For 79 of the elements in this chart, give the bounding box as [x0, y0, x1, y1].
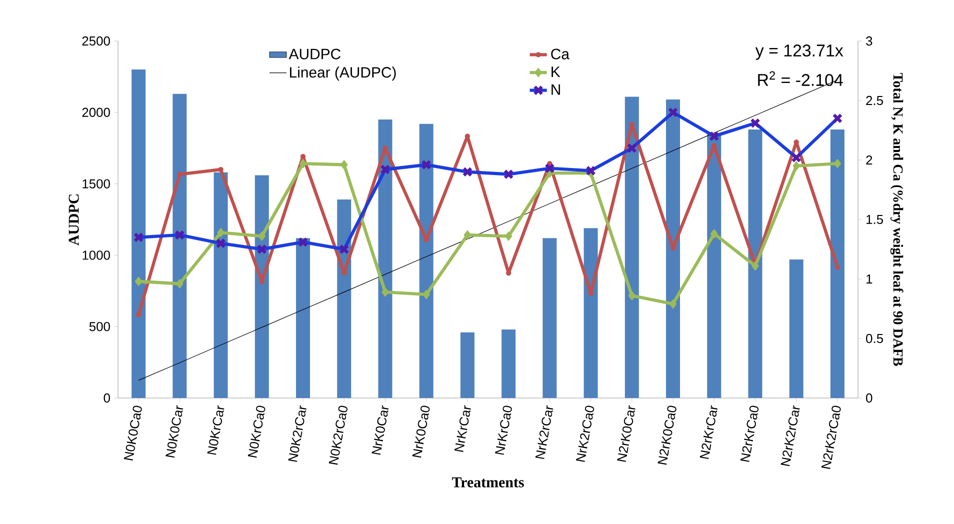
bar: [296, 238, 310, 398]
bar: [789, 259, 804, 398]
x-tick-label: N2rK0Ca0: [658, 406, 676, 465]
bar: [419, 124, 434, 398]
x-axis-title: Treatments: [452, 477, 524, 488]
legend-label: AUDPC: [288, 48, 341, 60]
point: [422, 290, 430, 300]
x-tick-label: NrK2rCa0: [576, 406, 594, 462]
point: [136, 312, 142, 318]
legend-label: Linear (AUDPC): [290, 66, 396, 81]
point: [218, 166, 224, 172]
point: [834, 264, 840, 270]
y2-tick-label: 1: [866, 274, 872, 284]
y-tick-label: 2500: [82, 36, 110, 46]
x-tick-label: NrK0Ca0: [412, 406, 430, 458]
bar: [214, 172, 228, 398]
x-tick-label: N0KrCar: [207, 405, 224, 455]
bar: [624, 96, 639, 398]
y-tick-label: 2000: [82, 108, 110, 117]
bar: [337, 200, 352, 398]
annotation: R$^{2}$ = -2.104: [758, 71, 843, 86]
bar: [707, 134, 722, 398]
x-tick-label: N2rK2rCa0: [821, 406, 841, 469]
y-tick-label: 500: [89, 322, 110, 332]
legend-label: K: [552, 66, 560, 77]
y2-tick-label: 0.5: [866, 334, 883, 344]
x-tick-label: NrKrCa0: [495, 406, 512, 455]
bar: [584, 228, 598, 398]
point: [792, 161, 800, 171]
point: [504, 232, 512, 241]
bar: [502, 329, 516, 398]
point: [134, 276, 142, 286]
bar: [378, 120, 392, 398]
y-tick-label: 0: [104, 393, 110, 403]
x-tick-label: N2rKrCa0: [740, 406, 759, 462]
y2-tick-label: 2.5: [866, 96, 883, 106]
point: [752, 261, 759, 270]
x-tick-label: NrK2rCar: [535, 405, 554, 460]
bar: [748, 130, 762, 398]
x-tick-label: N0K2rCar: [288, 405, 306, 462]
bar: [132, 70, 146, 398]
legend-label: N: [552, 84, 560, 95]
point: [177, 172, 182, 177]
point: [464, 230, 472, 240]
x-tick-label: N2rKrCar: [700, 405, 718, 460]
legend-label: Ca: [551, 48, 570, 60]
point: [299, 158, 307, 168]
point: [669, 299, 677, 309]
x-tick-label: N0K0Ca0: [124, 406, 142, 460]
x-tick-label: N0K0Car: [166, 405, 184, 458]
y2-tick-label: 2: [866, 155, 872, 165]
y2-tick-label: 1.5: [866, 214, 883, 224]
bar: [542, 238, 557, 398]
x-tick-label: NrKrCar: [454, 405, 471, 452]
y-tick-label: 1000: [82, 250, 110, 260]
x-tick-label: N2rK0Car: [617, 405, 636, 462]
x-tick-label: N0KrCa0: [248, 406, 266, 458]
x-tick-label: N0K2rCa0: [328, 406, 348, 465]
y2-tick-label: 3: [866, 36, 872, 46]
point: [628, 291, 636, 300]
point: [217, 228, 224, 238]
bar: [172, 94, 187, 398]
bar: [830, 130, 844, 398]
point: [382, 288, 389, 297]
x-tick-label: NrK0Car: [372, 405, 389, 455]
point: [710, 229, 718, 238]
y2-tick-label: 0: [866, 393, 872, 403]
point: [176, 279, 184, 288]
point: [340, 160, 348, 170]
bar: [666, 100, 680, 398]
y2-axis-title: Total N, K and Ca (%dry weight leaf at 90 DAFB: [890, 72, 904, 366]
bar: [254, 175, 269, 398]
y-axis-title: AUDPC: [68, 194, 79, 246]
y-tick-label: 1500: [82, 179, 110, 188]
bar: [460, 332, 474, 398]
x-tick-label: N2rK2rCar: [780, 405, 800, 466]
annotation: y = 123.71x: [755, 44, 844, 60]
point: [258, 232, 266, 241]
point: [834, 158, 842, 168]
